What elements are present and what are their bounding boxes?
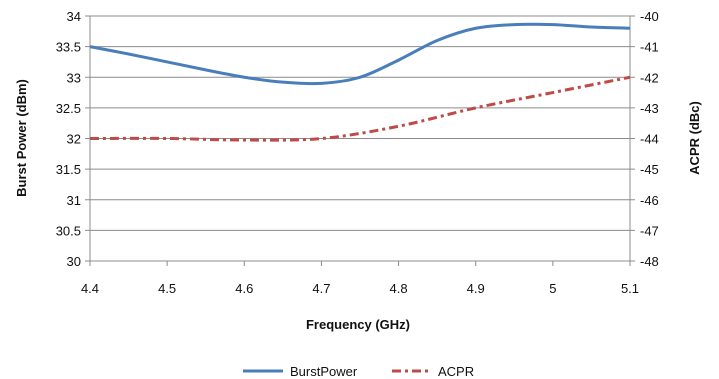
y-right-tick-label: -40 bbox=[640, 9, 659, 24]
y-right-tick-label: -48 bbox=[640, 254, 659, 269]
x-tick-label: 4.9 bbox=[467, 281, 485, 296]
y-right-tick-label: -47 bbox=[640, 223, 659, 238]
y-right-tick-label: -41 bbox=[640, 40, 659, 55]
legend: BurstPower ACPR bbox=[243, 364, 474, 379]
series-line-burstpower bbox=[89, 22, 631, 86]
y-left-tick-label: 33 bbox=[67, 70, 81, 85]
y-left-tick-label: 33.5 bbox=[56, 40, 81, 55]
axes bbox=[85, 15, 635, 266]
x-tick-label: 4.6 bbox=[235, 281, 253, 296]
legend-label-acpr: ACPR bbox=[438, 364, 474, 379]
x-tick-label: 4.4 bbox=[81, 281, 99, 296]
tick-labels: 30 30.5 31 31.5 32 32.5 33 33.5 34 -48 -47 -46 -45 -4… bbox=[56, 9, 659, 296]
y-left-tick-label: 34 bbox=[67, 9, 81, 24]
y-left-tick-label: 32 bbox=[67, 132, 81, 147]
x-tick-label: 5 bbox=[549, 281, 556, 296]
y-left-tick-label: 31.5 bbox=[56, 162, 81, 177]
y-left-tick-label: 32.5 bbox=[56, 101, 81, 116]
x-tick-label: 4.5 bbox=[158, 281, 176, 296]
series-line-acpr bbox=[89, 75, 631, 142]
y-right-tick-label: -44 bbox=[640, 132, 659, 147]
y-left-tick-label: 31 bbox=[67, 193, 81, 208]
y-left-tick-label: 30.5 bbox=[56, 223, 81, 238]
y-right-tick-label: -46 bbox=[640, 193, 659, 208]
legend-label-burstpower: BurstPower bbox=[290, 364, 358, 379]
y-axis-left-title: Burst Power (dBm) bbox=[14, 79, 29, 197]
x-tick-label: 4.7 bbox=[312, 281, 330, 296]
y-right-tick-label: -42 bbox=[640, 70, 659, 85]
x-axis-title: Frequency (GHz) bbox=[306, 317, 410, 332]
x-tick-label: 5.1 bbox=[621, 281, 639, 296]
x-tick-label: 4.8 bbox=[390, 281, 408, 296]
y-axis-right-title: ACPR (dBc) bbox=[687, 101, 702, 175]
y-right-tick-label: -45 bbox=[640, 162, 659, 177]
y-right-tick-label: -43 bbox=[640, 101, 659, 116]
gridlines bbox=[90, 15, 630, 262]
series-group bbox=[89, 22, 631, 142]
y-left-tick-label: 30 bbox=[67, 254, 81, 269]
